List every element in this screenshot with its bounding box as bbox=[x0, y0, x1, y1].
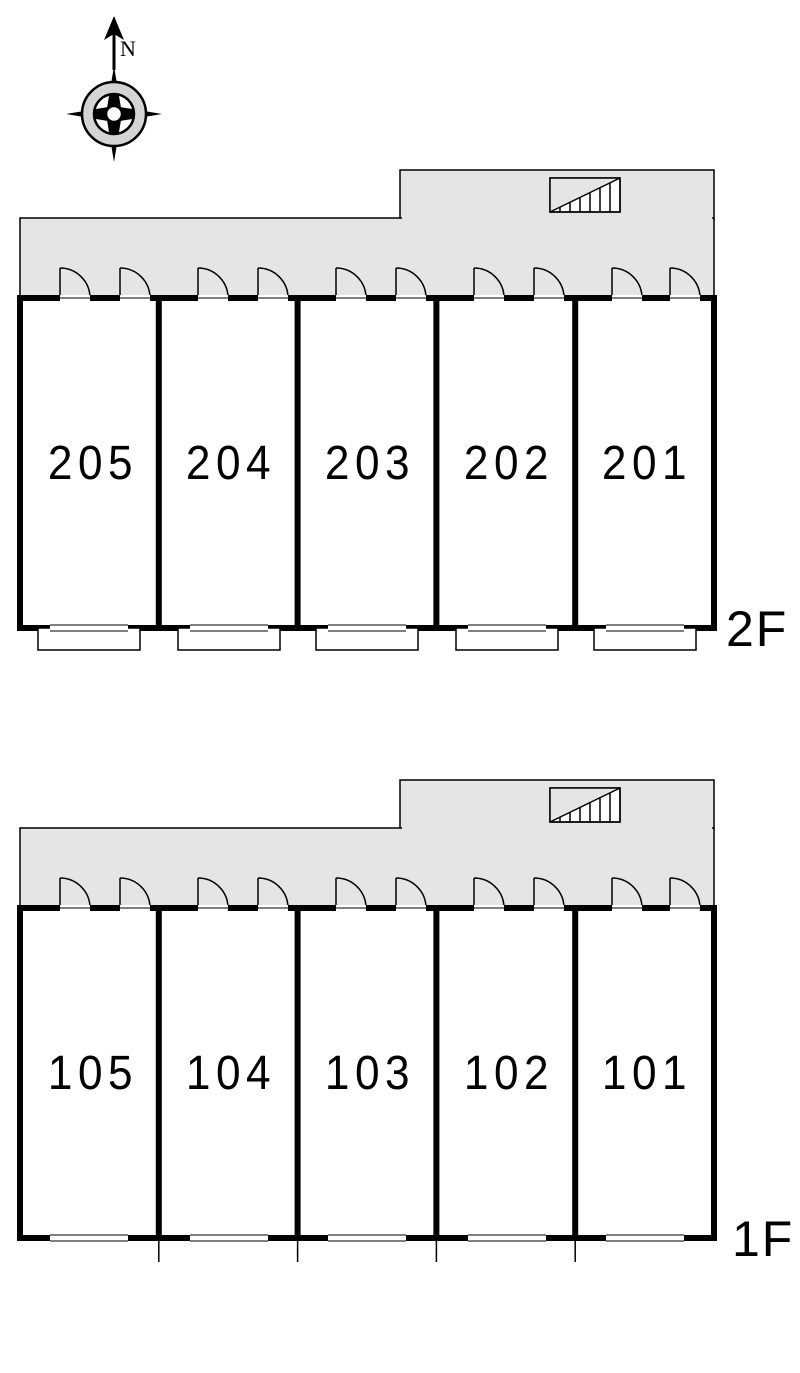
unit-label: 203 bbox=[310, 440, 430, 488]
floor-2f-group bbox=[20, 170, 714, 650]
unit-label: 105 bbox=[33, 1050, 153, 1098]
floor-1f-group bbox=[20, 780, 714, 1262]
unit-label: 103 bbox=[310, 1050, 430, 1098]
floors-svg bbox=[0, 0, 800, 1373]
floor-label-2f: 2F bbox=[726, 600, 788, 658]
unit-label: 102 bbox=[449, 1050, 569, 1098]
unit-label: 104 bbox=[171, 1050, 291, 1098]
unit-label: 201 bbox=[587, 440, 707, 488]
unit-label: 204 bbox=[171, 440, 291, 488]
unit-label: 101 bbox=[587, 1050, 707, 1098]
unit-label: 205 bbox=[33, 440, 153, 488]
unit-label: 202 bbox=[449, 440, 569, 488]
floor-label-1f: 1F bbox=[732, 1210, 794, 1268]
floor-plan-canvas: N bbox=[0, 0, 800, 1373]
